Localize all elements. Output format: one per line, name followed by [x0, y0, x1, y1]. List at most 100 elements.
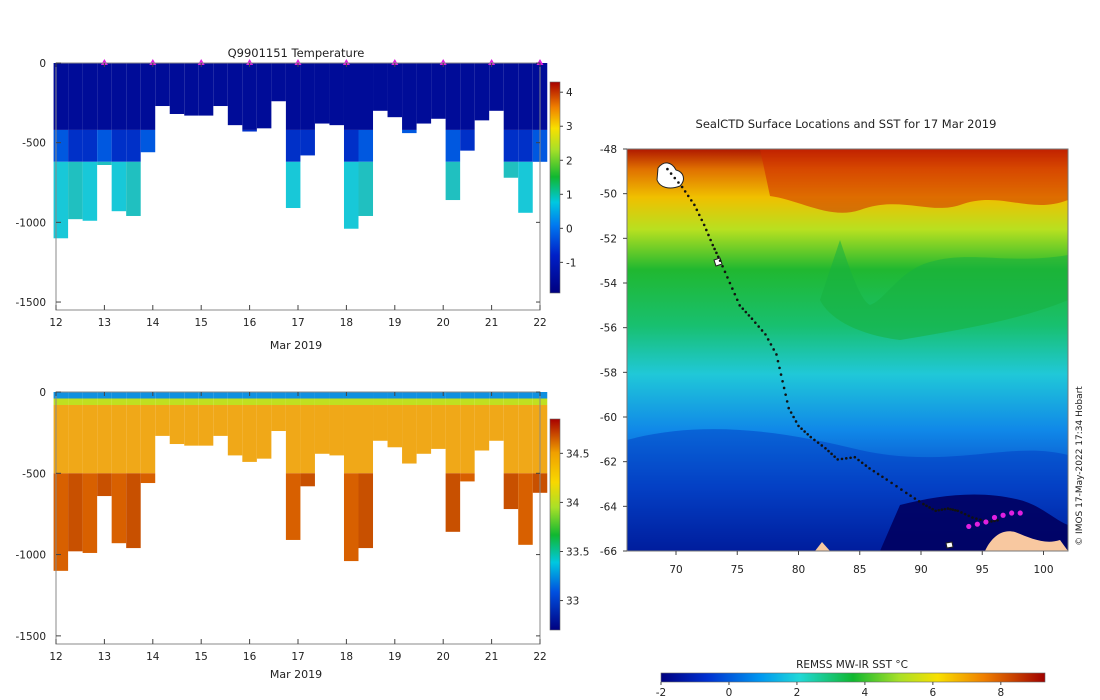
y-tick-label: 0	[39, 387, 46, 399]
latitude-tick-label: -62	[600, 457, 617, 469]
salinity-profile-mid	[169, 405, 185, 445]
track-point	[686, 194, 690, 198]
salinity-profile-surface	[271, 392, 286, 399]
sst-colorbar-tick-label: -2	[656, 687, 666, 699]
track-point	[844, 457, 848, 460]
y-tick-label: -1500	[15, 631, 46, 643]
salinity-profile-halocline	[431, 398, 446, 406]
salinity-profile-surface	[314, 392, 330, 399]
salinity-profile-halocline	[242, 398, 257, 406]
salinity-colorbar-tick-label: 33	[566, 596, 579, 608]
track-point	[697, 213, 701, 217]
track-point	[934, 509, 937, 513]
salinity-profile-surface	[213, 392, 228, 399]
track-point	[990, 520, 993, 523]
longitude-tick-label: 100	[1033, 564, 1053, 576]
temperature-profile-upper	[387, 63, 403, 118]
track-point	[711, 243, 715, 247]
track-point	[853, 455, 857, 459]
temperature-profile-deep	[285, 161, 301, 209]
salinity-profile-surface	[373, 392, 388, 399]
track-point	[864, 464, 868, 467]
track-point	[813, 438, 816, 442]
salinity-profile-surface	[285, 392, 301, 399]
x-tick-label: 16	[243, 651, 257, 663]
x-tick-label: 12	[49, 317, 62, 329]
salinity-profile-surface	[111, 392, 127, 399]
temperature-colorbar	[549, 81, 561, 294]
latitude-axis: -48 -50 -52 -54 -56 -58 -60 -62 -64 -66	[600, 144, 627, 558]
longitude-tick-label: 70	[669, 564, 682, 576]
salinity-profile-mid	[140, 405, 156, 474]
sst-colorbar-tick-label: 6	[930, 687, 937, 699]
salinity-profile-deep	[140, 473, 156, 484]
track-point	[741, 307, 745, 310]
salinity-profile-halocline	[416, 398, 432, 406]
track-point	[975, 517, 978, 520]
temperature-profile-upper	[329, 63, 344, 126]
salinity-y-axis: 0 -500 -1000 -1500	[15, 387, 540, 643]
temperature-profile-upper	[140, 63, 156, 130]
salinity-profile-halocline	[445, 398, 461, 406]
track-point	[700, 218, 704, 222]
temperature-profile-deep	[445, 161, 461, 201]
salinity-profile-surface	[256, 392, 272, 399]
temperature-profile-upper	[489, 63, 504, 111]
salinity-profile-deep	[445, 473, 461, 532]
temperature-profile-upper	[314, 63, 330, 124]
track-point	[836, 458, 839, 461]
track-point	[718, 259, 722, 262]
temperature-profile-mid	[460, 129, 475, 151]
salinity-profile-mid	[242, 405, 257, 462]
salinity-profile-mid	[213, 405, 228, 436]
temperature-profile-mid	[402, 129, 417, 134]
track-point	[971, 516, 974, 519]
temperature-profile-upper	[402, 63, 417, 130]
track-point	[979, 518, 982, 522]
track-point	[954, 508, 957, 512]
x-tick-label: 22	[533, 317, 546, 329]
track-point	[824, 446, 827, 450]
salinity-profile-halocline	[489, 398, 504, 406]
track-point	[830, 452, 833, 456]
track-point	[757, 325, 760, 328]
sst-colorbar-tick-label: 0	[726, 687, 733, 699]
salinity-profile-deep	[300, 473, 315, 487]
salinity-profile-surface	[402, 392, 417, 399]
temperature-profile-deep	[111, 161, 127, 212]
salinity-profile-halocline	[184, 398, 199, 406]
temperature-profile-upper	[445, 63, 461, 130]
salinity-profile-halocline	[373, 398, 388, 406]
temperature-profile-upper	[373, 63, 388, 111]
track-point	[723, 270, 727, 274]
salinity-profile-mid	[445, 405, 461, 474]
salinity-profile-mid	[184, 405, 199, 446]
salinity-profile-halocline	[140, 398, 156, 406]
salinity-profile-surface	[416, 392, 432, 399]
temperature-profile-upper	[68, 63, 83, 130]
salinity-profile-surface	[155, 392, 170, 399]
salinity-profile-mid	[518, 405, 533, 474]
temperature-profile-mid	[97, 129, 112, 162]
track-point	[715, 251, 718, 255]
x-tick-label: 12	[49, 651, 62, 663]
track-point	[857, 458, 860, 462]
salinity-profile-deep	[97, 473, 112, 497]
kerguelen-island	[656, 162, 684, 189]
track-point	[669, 172, 673, 175]
temperature-profile-mid	[343, 129, 359, 162]
x-tick-label: 18	[340, 317, 353, 329]
salinity-section-plot: 0 -500 -1000 -1500 12 13 14 15 16 17 18 19 20 21 22 M…	[15, 387, 589, 681]
salinity-profile-surface	[503, 392, 519, 399]
salinity-profile-mid	[460, 405, 475, 474]
temperature-colorbar-tick-label: 2	[566, 155, 573, 167]
salinity-colorbar-tick-label: 34.5	[566, 448, 589, 460]
salinity-profile-mid	[155, 405, 170, 436]
salinity-profile-deep	[285, 473, 301, 540]
y-tick-label: -500	[22, 138, 46, 150]
temperature-profile-upper	[126, 63, 141, 130]
x-tick-label: 19	[388, 317, 401, 329]
antarctic-land	[985, 531, 1068, 551]
track-point	[728, 281, 732, 285]
map-title: SealCTD Surface Locations and SST for 17…	[696, 117, 997, 131]
